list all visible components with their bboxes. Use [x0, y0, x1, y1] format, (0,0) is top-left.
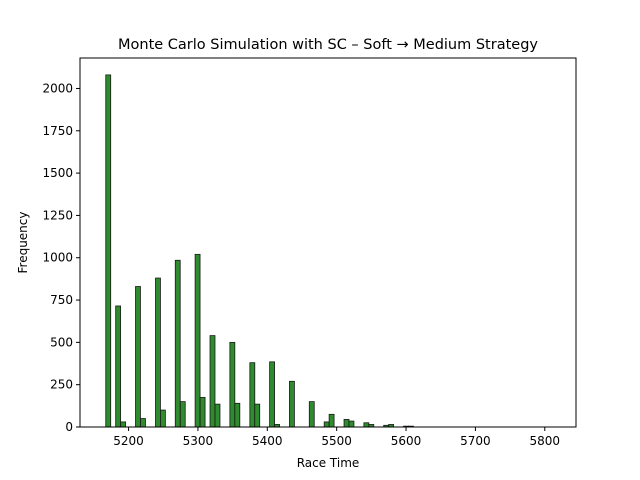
histogram-bar-4: [140, 418, 146, 428]
y-tick-label: 0: [65, 420, 73, 434]
histogram-bar-0: [105, 74, 112, 428]
y-tick-label: 250: [50, 378, 73, 392]
histogram-bar-11: [209, 335, 216, 428]
histogram-bars: [105, 74, 414, 428]
histogram-bar-25: [363, 422, 370, 428]
histogram-bar-2: [120, 421, 127, 428]
y-tick-label: 1750: [42, 124, 73, 138]
histogram-bar-21: [323, 421, 330, 428]
x-tick-label: 5500: [321, 434, 352, 448]
histogram-bar-15: [249, 362, 256, 428]
y-tick-label: 1000: [42, 251, 73, 265]
y-tick-label: 1250: [42, 208, 73, 222]
y-tick-label: 750: [50, 293, 73, 307]
histogram-bar-5: [155, 277, 161, 428]
histogram-bar-17: [269, 361, 275, 428]
y-axis-label: Frequency: [16, 212, 30, 274]
histogram-bar-14: [234, 402, 241, 428]
histogram-bar-16: [254, 403, 261, 428]
plot-frame: [79, 57, 577, 428]
x-axis: 5200 5300 5400 5500 5600 5700 5800: [113, 427, 560, 448]
histogram-bar-23: [343, 418, 350, 428]
histogram-bar-13: [229, 341, 236, 428]
histogram-bar-12: [214, 403, 221, 428]
x-tick-label: 5600: [391, 434, 422, 448]
y-tick-label: 1500: [42, 166, 73, 180]
x-tick-label: 5800: [530, 434, 561, 448]
histogram-bar-8: [179, 401, 186, 428]
histogram-bar-10: [199, 396, 206, 428]
y-axis: 0 250 500 750 1000 1250 1500 1750 2000: [42, 81, 80, 434]
histogram-bar-19: [289, 380, 295, 428]
histogram-bar-20: [308, 401, 315, 428]
histogram-bar-6: [160, 409, 166, 428]
x-tick-label: 5300: [183, 434, 214, 448]
histogram-bar-9: [194, 253, 201, 428]
y-tick-label: 2000: [42, 81, 73, 95]
histogram-bar-22: [328, 413, 335, 428]
x-tick-label: 5200: [113, 434, 144, 448]
y-tick-label: 500: [50, 335, 73, 349]
histogram-bar-1: [115, 305, 122, 428]
x-axis-label: Race Time: [297, 456, 360, 470]
histogram-bar-7: [174, 259, 181, 428]
x-tick-label: 5700: [460, 434, 491, 448]
histogram-bar-3: [135, 286, 141, 428]
histogram-bar-24: [348, 420, 355, 428]
x-tick-label: 5400: [252, 434, 283, 448]
chart-title: Monte Carlo Simulation with SC – Soft → …: [118, 37, 538, 53]
